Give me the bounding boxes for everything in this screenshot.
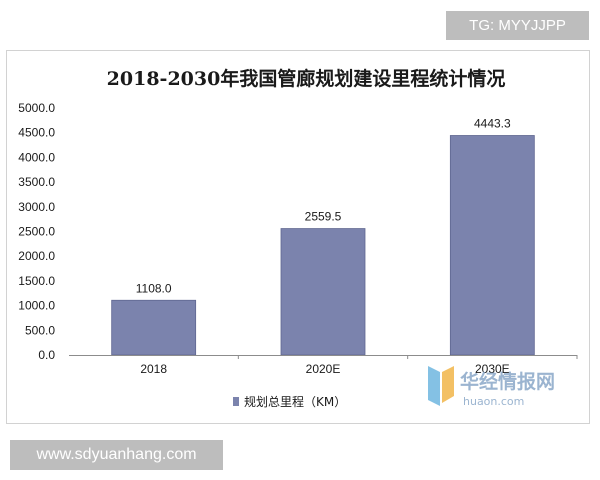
- bar-chart: 2018-2030年我国管廊规划建设里程统计情况 0.0 500.0 1000.0 1…: [18, 67, 578, 409]
- y-tick-label: 4500.0: [18, 126, 55, 140]
- bar: [280, 228, 366, 356]
- data-label: 1108.0: [136, 281, 172, 295]
- y-tick-label: 3500.0: [18, 175, 55, 189]
- y-axis-ticks: 0.0 500.0 1000.0 1500.0 2000.0 2500.0 3000.0 35…: [18, 101, 55, 362]
- chart-frame: 2018-2030年我国管廊规划建设里程统计情况 0.0 500.0 1000.0 1…: [6, 50, 590, 424]
- data-label: 4443.3: [474, 117, 511, 131]
- watermark-domain: huaon.com: [463, 395, 524, 408]
- y-tick-label: 0.0: [38, 348, 55, 362]
- bottom-left-url: www.sdyuanhang.com: [10, 440, 223, 470]
- y-tick-label: 2000.0: [18, 249, 55, 263]
- bars-group: 1108.0 2559.5 4443.3: [111, 117, 535, 356]
- y-tick-label: 1000.0: [18, 299, 55, 313]
- x-tick-label: 2020E: [306, 362, 341, 376]
- y-tick-label: 3000.0: [18, 200, 55, 214]
- top-right-tag: TG: MYYJJPP: [446, 11, 589, 40]
- x-tick-label: 2030E: [475, 362, 510, 376]
- legend: 规划总里程（KM）: [233, 394, 346, 409]
- bar: [449, 135, 535, 356]
- y-tick-label: 4000.0: [18, 150, 55, 164]
- legend-label: 规划总里程（KM）: [244, 394, 346, 409]
- y-tick-label: 500.0: [25, 323, 55, 337]
- watermark-logo-icon: [428, 366, 454, 406]
- y-tick-label: 2500.0: [18, 225, 55, 239]
- x-tick-label: 2018: [140, 362, 167, 376]
- watermark: 华经情报网 huaon.com: [428, 366, 555, 408]
- watermark-brand: 华经情报网: [460, 370, 555, 393]
- y-tick-label: 5000.0: [18, 101, 55, 115]
- legend-swatch: [233, 397, 239, 406]
- data-label: 2559.5: [305, 210, 342, 224]
- y-tick-label: 1500.0: [18, 274, 55, 288]
- chart-title: 2018-2030年我国管廊规划建设里程统计情况: [107, 67, 506, 90]
- bar: [111, 299, 197, 356]
- x-axis-ticks: 2018 2020E 2030E: [140, 355, 578, 376]
